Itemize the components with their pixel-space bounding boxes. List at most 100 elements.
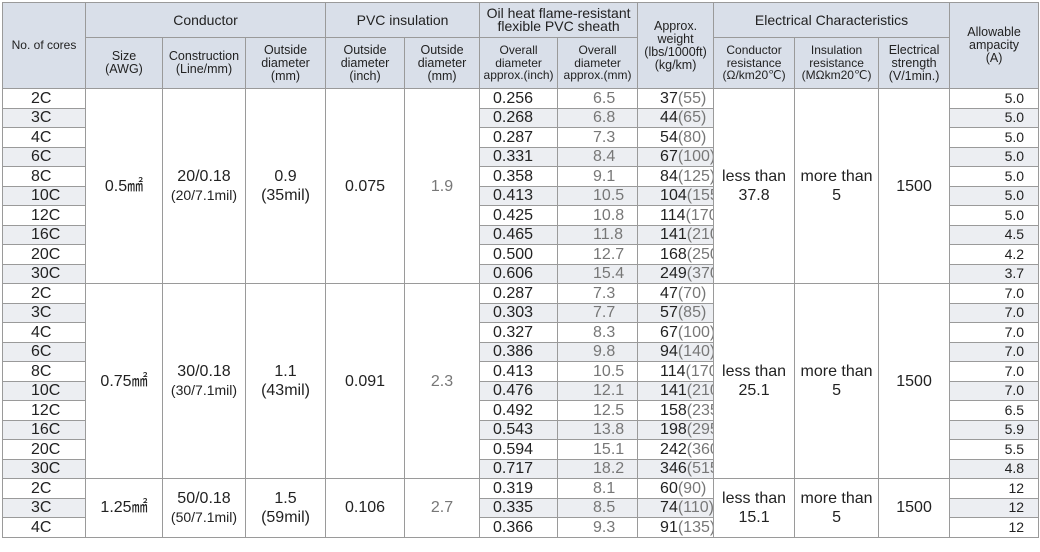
table-header: No. of cores Conductor PVC insulation Oi…	[2, 2, 1040, 89]
overall-od-mm-cell: 6.5	[557, 88, 639, 109]
ampacity-cell: 4.2	[949, 244, 1040, 265]
weight-kg: (65)	[677, 109, 707, 127]
conductor-od-mil: (43mil)	[261, 382, 310, 399]
pvc-od-inch-cell: 0.075	[325, 88, 406, 284]
weight-cell: 67(100)	[637, 146, 715, 167]
cores-cell: 16C	[2, 419, 86, 440]
ampacity-cell: 7.0	[949, 380, 1040, 401]
overall-od-mm-cell: 7.3	[557, 283, 639, 304]
header-construction: Construction (Line/mm)	[162, 37, 246, 89]
header-resistance-unit: (Ω/km20℃)	[722, 68, 786, 83]
table-row: 4C 0.366 9.3 91(135) 12	[2, 517, 1040, 538]
ampacity-cell: 12	[949, 478, 1040, 499]
overall-od-mm-cell: 13.8	[557, 419, 639, 440]
size-cell: 0.75㎟	[85, 283, 163, 479]
construction-cell: 30/0.18 (30/7.1mil)	[162, 283, 246, 479]
weight-lbs: 114	[660, 362, 686, 380]
table-row: 6C 0.386 9.8 94(140) 7.0	[2, 341, 1040, 362]
weight-kg: (100)	[677, 148, 714, 166]
insulation-cell: more than 5	[794, 88, 880, 284]
header-strength-label: Electrical strength	[888, 42, 940, 70]
weight-cell: 104(155)	[637, 185, 715, 206]
weight-kg: (155)	[686, 187, 713, 205]
ampacity-cell: 7.0	[949, 361, 1040, 382]
resistance-cell: less than 25.1	[713, 283, 796, 479]
pvc-od-inch-cell: 0.091	[325, 283, 406, 479]
weight-cell: 114(170)	[637, 361, 715, 382]
overall-od-inch-cell: 0.413	[479, 185, 559, 206]
overall-od-mm-cell: 15.1	[557, 439, 639, 460]
weight-cell: 114(170)	[637, 205, 715, 226]
weight-kg: (80)	[677, 128, 707, 146]
weight-kg: (90)	[677, 479, 707, 497]
header-ampacity-unit: (A)	[985, 51, 1003, 65]
header-pvc-od-mm: Outside diameter (mm)	[404, 37, 481, 89]
cores-cell: 30C	[2, 458, 86, 479]
header-insulation-label: Insulation resistance	[809, 43, 864, 70]
pvc-od-inch-cell: 0.106	[325, 478, 406, 538]
weight-cell: 60(90)	[637, 478, 715, 499]
weight-lbs: 141	[660, 382, 687, 400]
weight-kg: (125)	[677, 167, 714, 185]
header-strength: Electrical strength (V/1min.)	[878, 37, 951, 89]
weight-cell: 54(80)	[637, 127, 715, 148]
weight-lbs: 91	[660, 518, 678, 536]
table-body: 2C 0.5㎟ 20/0.18 (20/7.1mil) 0.9 (35mil) 0.075 1…	[2, 88, 1040, 538]
overall-od-inch-cell: 0.319	[479, 478, 559, 499]
overall-od-mm-cell: 8.4	[557, 146, 639, 167]
weight-lbs: 67	[660, 148, 678, 166]
weight-cell: 249(370)	[637, 263, 715, 284]
pvc-od-mm-value: 2.7	[430, 499, 454, 517]
construction-mil: (20/7.1mil)	[170, 187, 238, 203]
header-strength-unit: (V/1min.)	[888, 68, 940, 83]
weight-kg: (55)	[677, 89, 707, 107]
header-pvc-od-mm-label: Outside diameter	[417, 42, 467, 70]
header-resistance: Conductor resistance (Ω/km20℃)	[713, 37, 796, 89]
overall-od-inch-cell: 0.500	[479, 244, 559, 265]
weight-cell: 94(140)	[637, 341, 715, 362]
overall-od-inch-cell: 0.287	[479, 283, 559, 304]
weight-cell: 91(135)	[637, 517, 715, 538]
overall-od-inch-cell: 0.594	[479, 439, 559, 460]
cores-cell: 4C	[2, 322, 86, 343]
overall-od-inch-cell: 0.465	[479, 224, 559, 245]
header-construction-unit: (Line/mm)	[175, 62, 233, 76]
overall-od-mm-cell: 9.8	[557, 341, 639, 362]
weight-kg: (170)	[685, 206, 713, 224]
pvc-od-mm-cell: 1.9	[404, 88, 481, 284]
weight-cell: 44(65)	[637, 107, 715, 128]
overall-od-mm-cell: 11.8	[557, 224, 639, 245]
header-cores: No. of cores	[2, 2, 86, 89]
overall-od-mm-cell: 15.4	[557, 263, 639, 284]
table-row: 8C 0.358 9.1 84(125) 5.0	[2, 166, 1040, 187]
weight-lbs: 44	[660, 109, 678, 127]
header-resistance-label: Conductor resistance	[726, 43, 782, 70]
ampacity-cell: 12	[949, 497, 1040, 518]
weight-cell: 57(85)	[637, 302, 715, 323]
overall-od-inch-cell: 0.268	[479, 107, 559, 128]
table-row: 6C 0.331 8.4 67(100) 5.0	[2, 146, 1040, 167]
weight-cell: 198(295)	[637, 419, 715, 440]
header-pvc-od-inch-label: Outside diameter	[340, 42, 390, 70]
construction-value: 20/0.18	[177, 168, 231, 185]
ampacity-cell: 5.0	[949, 205, 1040, 226]
overall-od-inch-cell: 0.327	[479, 322, 559, 343]
weight-cell: 141(210)	[637, 224, 715, 245]
pvc-od-mm-value: 2.3	[430, 372, 454, 390]
ampacity-cell: 5.0	[949, 146, 1040, 167]
overall-od-mm-cell: 18.2	[557, 458, 639, 479]
insulation-value: more than 5	[800, 489, 873, 526]
weight-lbs: 57	[660, 304, 678, 322]
header-sheath-od-inch-label: Overall diameter	[495, 43, 542, 70]
header-electrical: Electrical Characteristics	[713, 2, 951, 38]
header-construction-label: Construction	[168, 49, 240, 63]
ampacity-cell: 4.8	[949, 458, 1040, 479]
cores-cell: 8C	[2, 361, 86, 382]
cores-cell: 6C	[2, 341, 86, 362]
strength-value: 1500	[896, 177, 932, 195]
weight-cell: 74(110)	[637, 497, 715, 518]
overall-od-inch-cell: 0.492	[479, 400, 559, 421]
overall-od-mm-cell: 8.3	[557, 322, 639, 343]
